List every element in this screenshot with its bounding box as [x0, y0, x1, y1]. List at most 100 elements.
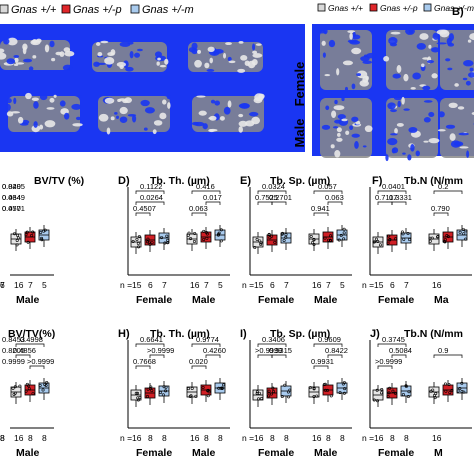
bone-pore — [349, 32, 353, 40]
bone-pore — [446, 37, 452, 46]
box-5 — [456, 378, 468, 400]
bone-sample-b-2 — [436, 29, 474, 90]
p-value-label: 0.7668 — [133, 357, 156, 366]
box-point — [39, 231, 43, 235]
p-value-label: 0.7117 — [375, 193, 397, 202]
p-value-label: 0.020 — [189, 357, 208, 366]
bone-pore — [119, 106, 128, 115]
p-value-bracket: 0.3745 — [377, 335, 407, 347]
box-point — [267, 394, 271, 398]
p-value-bracket: 0.941 — [311, 204, 330, 216]
bone-pore — [13, 54, 20, 58]
panel-letter: H) — [118, 328, 130, 340]
bone-pore — [219, 116, 225, 121]
box-point — [136, 396, 140, 400]
bone-pore — [96, 62, 107, 65]
bracket-line — [433, 212, 449, 216]
box-point — [137, 245, 141, 249]
bone-pore — [36, 38, 42, 43]
bone-sample-male-1 — [98, 93, 171, 135]
bracket-line — [135, 212, 151, 216]
box-point — [201, 386, 205, 390]
bone-pore — [49, 97, 55, 103]
n-label: 7 — [162, 280, 167, 290]
bone-pore — [248, 111, 259, 117]
box-2 — [158, 381, 170, 403]
bone-pore — [78, 94, 82, 99]
p-value-bracket: 0.063 — [325, 193, 344, 205]
bone-pore — [31, 39, 38, 45]
box-4 — [24, 227, 36, 249]
p-value-label: 0.9 — [438, 346, 448, 355]
bone-pore — [194, 59, 202, 68]
box-point — [271, 386, 275, 390]
bone-pore — [104, 56, 115, 65]
box-point — [189, 394, 193, 398]
box-point — [372, 240, 376, 244]
box-point — [148, 242, 152, 246]
p-value-label: 0.9609 — [318, 335, 341, 344]
p-value-label: 0.3745 — [382, 335, 405, 344]
box-point — [311, 241, 315, 245]
bone-pore — [238, 113, 244, 118]
box-point — [189, 237, 193, 241]
bracket-line — [257, 201, 273, 205]
box-point — [387, 234, 391, 238]
bone-pore — [93, 61, 100, 67]
n-label: n =15 — [120, 280, 142, 290]
bone-pore — [196, 95, 206, 98]
box-point — [400, 230, 404, 234]
bracket-line — [271, 354, 287, 358]
panel-letter: D) — [118, 175, 130, 187]
bone-pore — [356, 73, 361, 77]
box-3 — [308, 229, 320, 251]
p-value-label: >0.9999 — [27, 357, 54, 366]
bone-pore — [469, 32, 474, 41]
n-label: 8 — [390, 433, 395, 443]
p-value-bracket: 0.4260 — [203, 346, 226, 358]
bone-pore — [469, 67, 474, 72]
box-point — [25, 230, 29, 234]
bone-pore — [349, 40, 361, 45]
bone-pore — [31, 97, 39, 101]
bone-pore — [208, 117, 213, 120]
bone-pore — [0, 48, 5, 54]
p-value-bracket: 0.3406 — [257, 335, 287, 347]
bone-pore — [55, 51, 62, 56]
bone-pore — [450, 140, 461, 148]
bone-pore — [32, 55, 37, 59]
chart-row1-tbth: D) Tb. Th. (µm)0.1122 0.4507 0.0264 0.416 0.0… — [118, 175, 230, 306]
box-point — [188, 394, 192, 398]
p-value-bracket: 0.077 — [2, 204, 21, 213]
p-value-bracket: 0.9 — [433, 346, 463, 358]
bone-pore — [396, 65, 402, 73]
p-value-label: 0.9931 — [311, 357, 334, 366]
bone-pore — [422, 57, 430, 60]
box-point — [268, 236, 272, 240]
bone-body — [8, 96, 80, 132]
n-label: 8 — [42, 433, 47, 443]
panel-letter: J) — [370, 328, 380, 340]
bracket-line — [257, 190, 287, 194]
box-point — [149, 385, 153, 389]
chart-row2-tbn: J) Tb.N (N/mm0.3745 0.5084 >0.9999 0.9 n =16 8… — [362, 328, 472, 459]
box-point — [16, 233, 20, 237]
bone-pore — [403, 108, 410, 111]
box-point — [388, 238, 392, 242]
bone-pore — [159, 64, 167, 68]
bone-pore — [3, 38, 10, 45]
bone-pore — [333, 105, 345, 111]
bone-pore — [10, 111, 20, 114]
chart-title: Tb. Th. (µm) — [150, 328, 210, 340]
group-label: M — [434, 447, 443, 459]
bone-pore — [387, 137, 398, 146]
bone-pore — [152, 129, 157, 135]
bone-body — [98, 96, 170, 132]
bone-pore — [421, 63, 425, 68]
n-label: 6 — [270, 280, 275, 290]
bone-pore — [255, 43, 262, 46]
bracket-line — [327, 201, 343, 205]
box-point — [186, 387, 190, 391]
box-point — [271, 390, 275, 394]
bracket-line — [377, 201, 393, 205]
